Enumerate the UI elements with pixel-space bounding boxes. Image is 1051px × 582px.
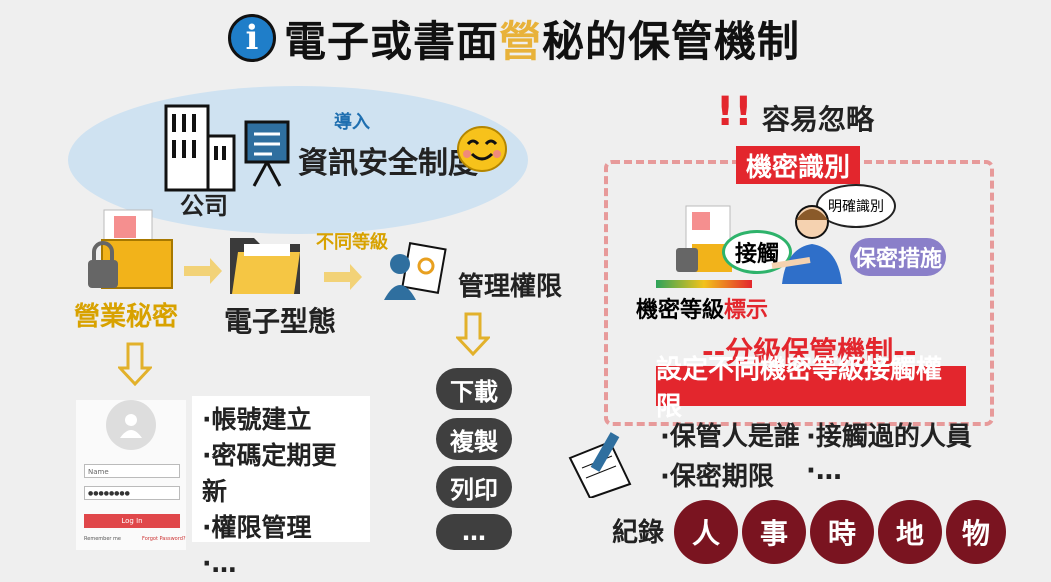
tiered-title: --分級保管機制-- bbox=[702, 335, 917, 368]
down-arrow-icon-2 bbox=[456, 312, 490, 356]
print-pill: 列印 bbox=[436, 466, 512, 508]
level-gradient-bar bbox=[656, 280, 752, 288]
person-icon bbox=[771, 205, 842, 284]
arrow-right-icon bbox=[184, 258, 222, 284]
record-time: 時 bbox=[810, 500, 874, 564]
access-rights-label: 管理權限 bbox=[458, 272, 563, 302]
period-item: ·保密期限 bbox=[660, 462, 774, 492]
more-pill: … bbox=[436, 514, 512, 550]
login-button[interactable]: Log In bbox=[84, 514, 180, 528]
trade-secret-label: 營業秘密 bbox=[74, 302, 179, 332]
import-label: 導入 bbox=[334, 112, 370, 133]
warning-icon: !! bbox=[716, 89, 753, 135]
title-text: 電子或書面營秘的保管機制 bbox=[284, 16, 801, 66]
record-label: 紀錄 bbox=[612, 518, 665, 548]
avatar-icon bbox=[106, 400, 156, 450]
list-item: ·… bbox=[202, 549, 237, 578]
protection-pill: 保密措施 bbox=[850, 238, 946, 276]
down-arrow-icon bbox=[118, 342, 152, 386]
list-item: ·帳號建立 bbox=[202, 405, 312, 434]
warning-label: 容易忽略 bbox=[762, 103, 875, 136]
policy-label: 資訊安全制度 bbox=[298, 146, 478, 181]
record-person: 人 bbox=[674, 500, 738, 564]
name-field[interactable]: Name bbox=[84, 464, 180, 478]
copy-pill: 複製 bbox=[436, 418, 512, 460]
list-item: ·密碼定期更新 bbox=[202, 441, 337, 506]
diff-level-label: 不同等級 bbox=[316, 232, 388, 253]
login-form: Name ●●●●●●●● Log In Remember me Forgot … bbox=[76, 400, 186, 550]
account-list: ·帳號建立 ·密碼定期更新 ·權限管理 ·… bbox=[192, 396, 370, 578]
folder-icon bbox=[230, 238, 300, 294]
level-mark-label: 機密等級標示 bbox=[636, 298, 769, 323]
pen-paper-icon bbox=[568, 432, 632, 498]
company-label: 公司 bbox=[180, 192, 228, 220]
set-rights-tag: 設定不同機密等級接觸權限 bbox=[656, 355, 966, 422]
contacted-item: ·接觸過的人員 bbox=[806, 422, 972, 452]
record-object: 物 bbox=[946, 500, 1006, 564]
remember-checkbox[interactable]: Remember me bbox=[84, 536, 121, 542]
smiley-icon bbox=[457, 126, 507, 172]
custodian-item: ·保管人是誰 bbox=[660, 422, 800, 452]
password-field[interactable]: ●●●●●●●● bbox=[84, 486, 180, 500]
electronic-label: 電子型態 bbox=[224, 305, 337, 338]
locked-folder-icon bbox=[88, 209, 173, 289]
arrow-right-icon-2 bbox=[324, 264, 362, 290]
record-event: 事 bbox=[742, 500, 806, 564]
contact-highlight: 接觸 bbox=[722, 230, 792, 274]
list-item: ·權限管理 bbox=[202, 513, 312, 542]
identify-tag: 機密識別 bbox=[736, 146, 860, 184]
record-place: 地 bbox=[878, 500, 942, 564]
company-cloud bbox=[68, 86, 528, 234]
access-document-icon bbox=[384, 242, 447, 300]
download-pill: 下載 bbox=[436, 368, 512, 410]
forgot-link[interactable]: Forgot Password? bbox=[142, 536, 186, 542]
page-title: i 電子或書面營秘的保管機制 bbox=[228, 10, 800, 66]
building-icon bbox=[164, 104, 236, 192]
more-item: ·… bbox=[806, 456, 842, 486]
board-icon bbox=[244, 120, 290, 187]
info-icon: i bbox=[228, 14, 276, 62]
